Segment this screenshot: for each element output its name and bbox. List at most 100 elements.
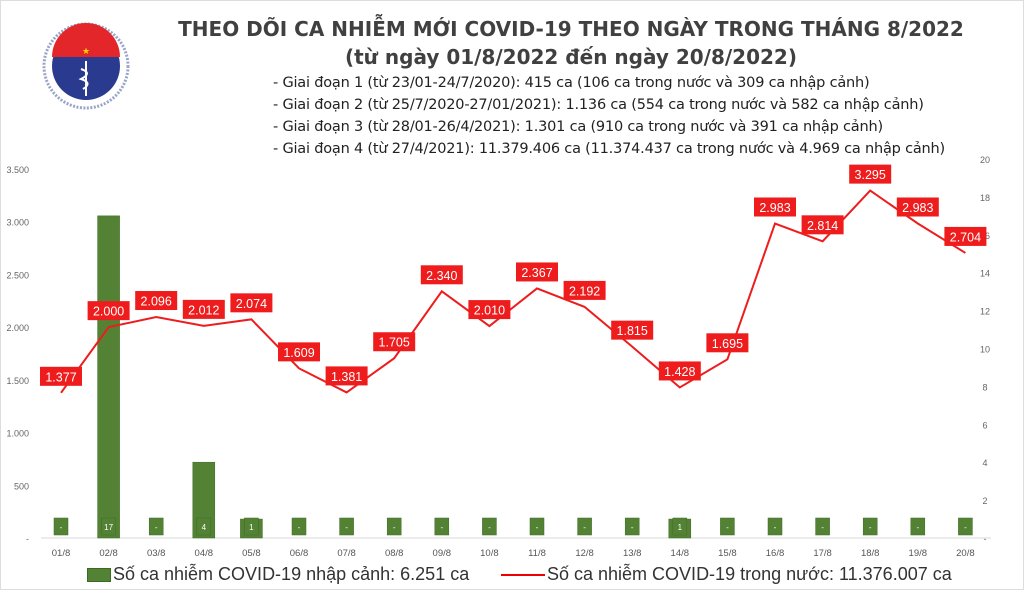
x-axis-tick: 18/8 [861,548,880,559]
chart-title: THEO DÕI CA NHIỄM MỚI COVID-19 THEO NGÀY… [178,17,964,41]
line-label: 1.428 [664,365,695,379]
bar-label: - [726,523,729,532]
x-axis-tick: 04/8 [195,548,214,559]
bar-label: - [345,523,348,532]
right-axis-tick: 8 [982,382,987,392]
x-axis-tick: 16/8 [766,548,785,559]
line-label: 3.295 [855,168,886,182]
right-axis-tick: 2 [982,496,987,506]
line-label: 1.695 [712,337,743,351]
bar-label: - [298,523,301,532]
line-label: 2.000 [93,305,124,319]
line-label: 2.012 [188,303,219,317]
left-axis-tick: 3.500 [6,165,29,175]
bar-label: 1 [249,523,254,532]
right-axis-tick: 10 [980,345,990,355]
phase-note: - Giai đoạn 2 (từ 25/7/2020-27/01/2021):… [273,97,924,113]
bar-label-box [386,517,402,536]
x-axis-tick: 20/8 [956,548,975,559]
x-axis-tick: 15/8 [718,548,737,559]
line-label: 2.983 [759,201,790,215]
line-label-box [849,164,892,184]
line-label-box [135,291,178,311]
line-label-box [182,299,225,319]
left-axis-tick: 1.000 [6,429,29,439]
line-label-box [516,262,558,282]
line-label: 1.609 [283,346,314,360]
left-axis-tick: - [26,534,29,544]
right-axis-tick: 18 [980,193,990,203]
x-axis-tick: 06/8 [290,548,309,559]
line-label-box [754,197,796,217]
legend-line-swatch [501,573,545,576]
x-axis-tick: 14/8 [671,548,690,559]
bar [97,215,120,539]
line-label-box [801,215,844,235]
bar-label: - [631,523,634,532]
bar-label-box [101,517,116,536]
line-label-box [563,280,606,300]
left-axis-tick: 2.000 [6,323,29,333]
x-axis-tick: 13/8 [623,548,642,559]
bar-label: - [488,523,491,532]
x-axis-tick: 19/8 [909,548,928,559]
left-axis-tick: 2.500 [6,270,29,280]
bar-label-box [720,517,735,536]
line-label: 2.814 [807,219,838,233]
line-label: 2.983 [902,201,933,215]
right-axis-tick: 6 [982,420,987,430]
right-axis-tick: 12 [980,307,990,317]
line-label-box [658,361,701,381]
line-label: 2.096 [141,295,172,309]
bar-label: - [60,523,63,532]
bar-label: - [916,523,919,532]
line-label-box [325,366,368,386]
right-axis-tick: 4 [982,458,987,468]
bar-label: - [821,523,824,532]
line-label: 2.367 [521,266,552,280]
bar-label-box [482,517,497,536]
bar-label-box [672,517,688,536]
bar-label: - [774,523,777,532]
line-series [60,189,966,394]
right-axis-tick: 14 [980,269,990,279]
left-axis-tick: 1.500 [6,376,29,386]
line-label: 2.704 [950,230,981,244]
bar-label: - [583,523,586,532]
line-label: 2.074 [236,297,267,311]
legend-line-label: Số ca nhiễm COVID-19 trong nước: 11.376.… [547,564,952,584]
line-label: 1.705 [379,336,410,350]
right-axis-tick: - [984,534,987,544]
x-axis-tick: 01/8 [52,548,71,559]
bar-label: - [964,523,967,532]
bar-label-box [196,517,212,536]
bar-label: - [155,523,158,532]
bar-label-box [244,517,259,536]
phase-note: - Giai đoạn 1 (từ 23/01-24/7/2020): 415 … [273,75,870,91]
left-axis-tick: 500 [14,481,29,491]
line-label: 1.377 [45,370,76,384]
line-label: 2.340 [426,269,457,283]
phase-note: - Giai đoạn 3 (từ 28/01-26/4/2021): 1.30… [273,119,883,135]
left-axis-tick: 3.000 [6,218,29,228]
bar-label: - [536,523,539,532]
line-label-box [373,332,416,352]
legend-bar-label: Số ca nhiễm COVID-19 nhập cảnh: 6.251 ca [113,564,470,584]
bar-label-box [767,517,783,536]
line-label-box [611,320,654,340]
bar-label-box [815,517,830,536]
legend-bar-swatch [87,567,111,582]
bar-label-box [148,517,164,536]
x-axis-tick: 10/8 [480,548,499,559]
legend-bar: Số ca nhiễm COVID-19 nhập cảnh: 6.251 ca [87,564,469,585]
svg-text:★: ★ [82,46,90,56]
x-axis-tick: 11/8 [528,548,546,559]
line-label: 2.010 [474,304,505,318]
x-axis-tick: 07/8 [337,548,356,559]
bar-label: 4 [202,523,207,532]
bar-label-box [339,517,354,536]
x-axis-tick: 08/8 [385,548,404,559]
line-label-box [468,300,511,320]
